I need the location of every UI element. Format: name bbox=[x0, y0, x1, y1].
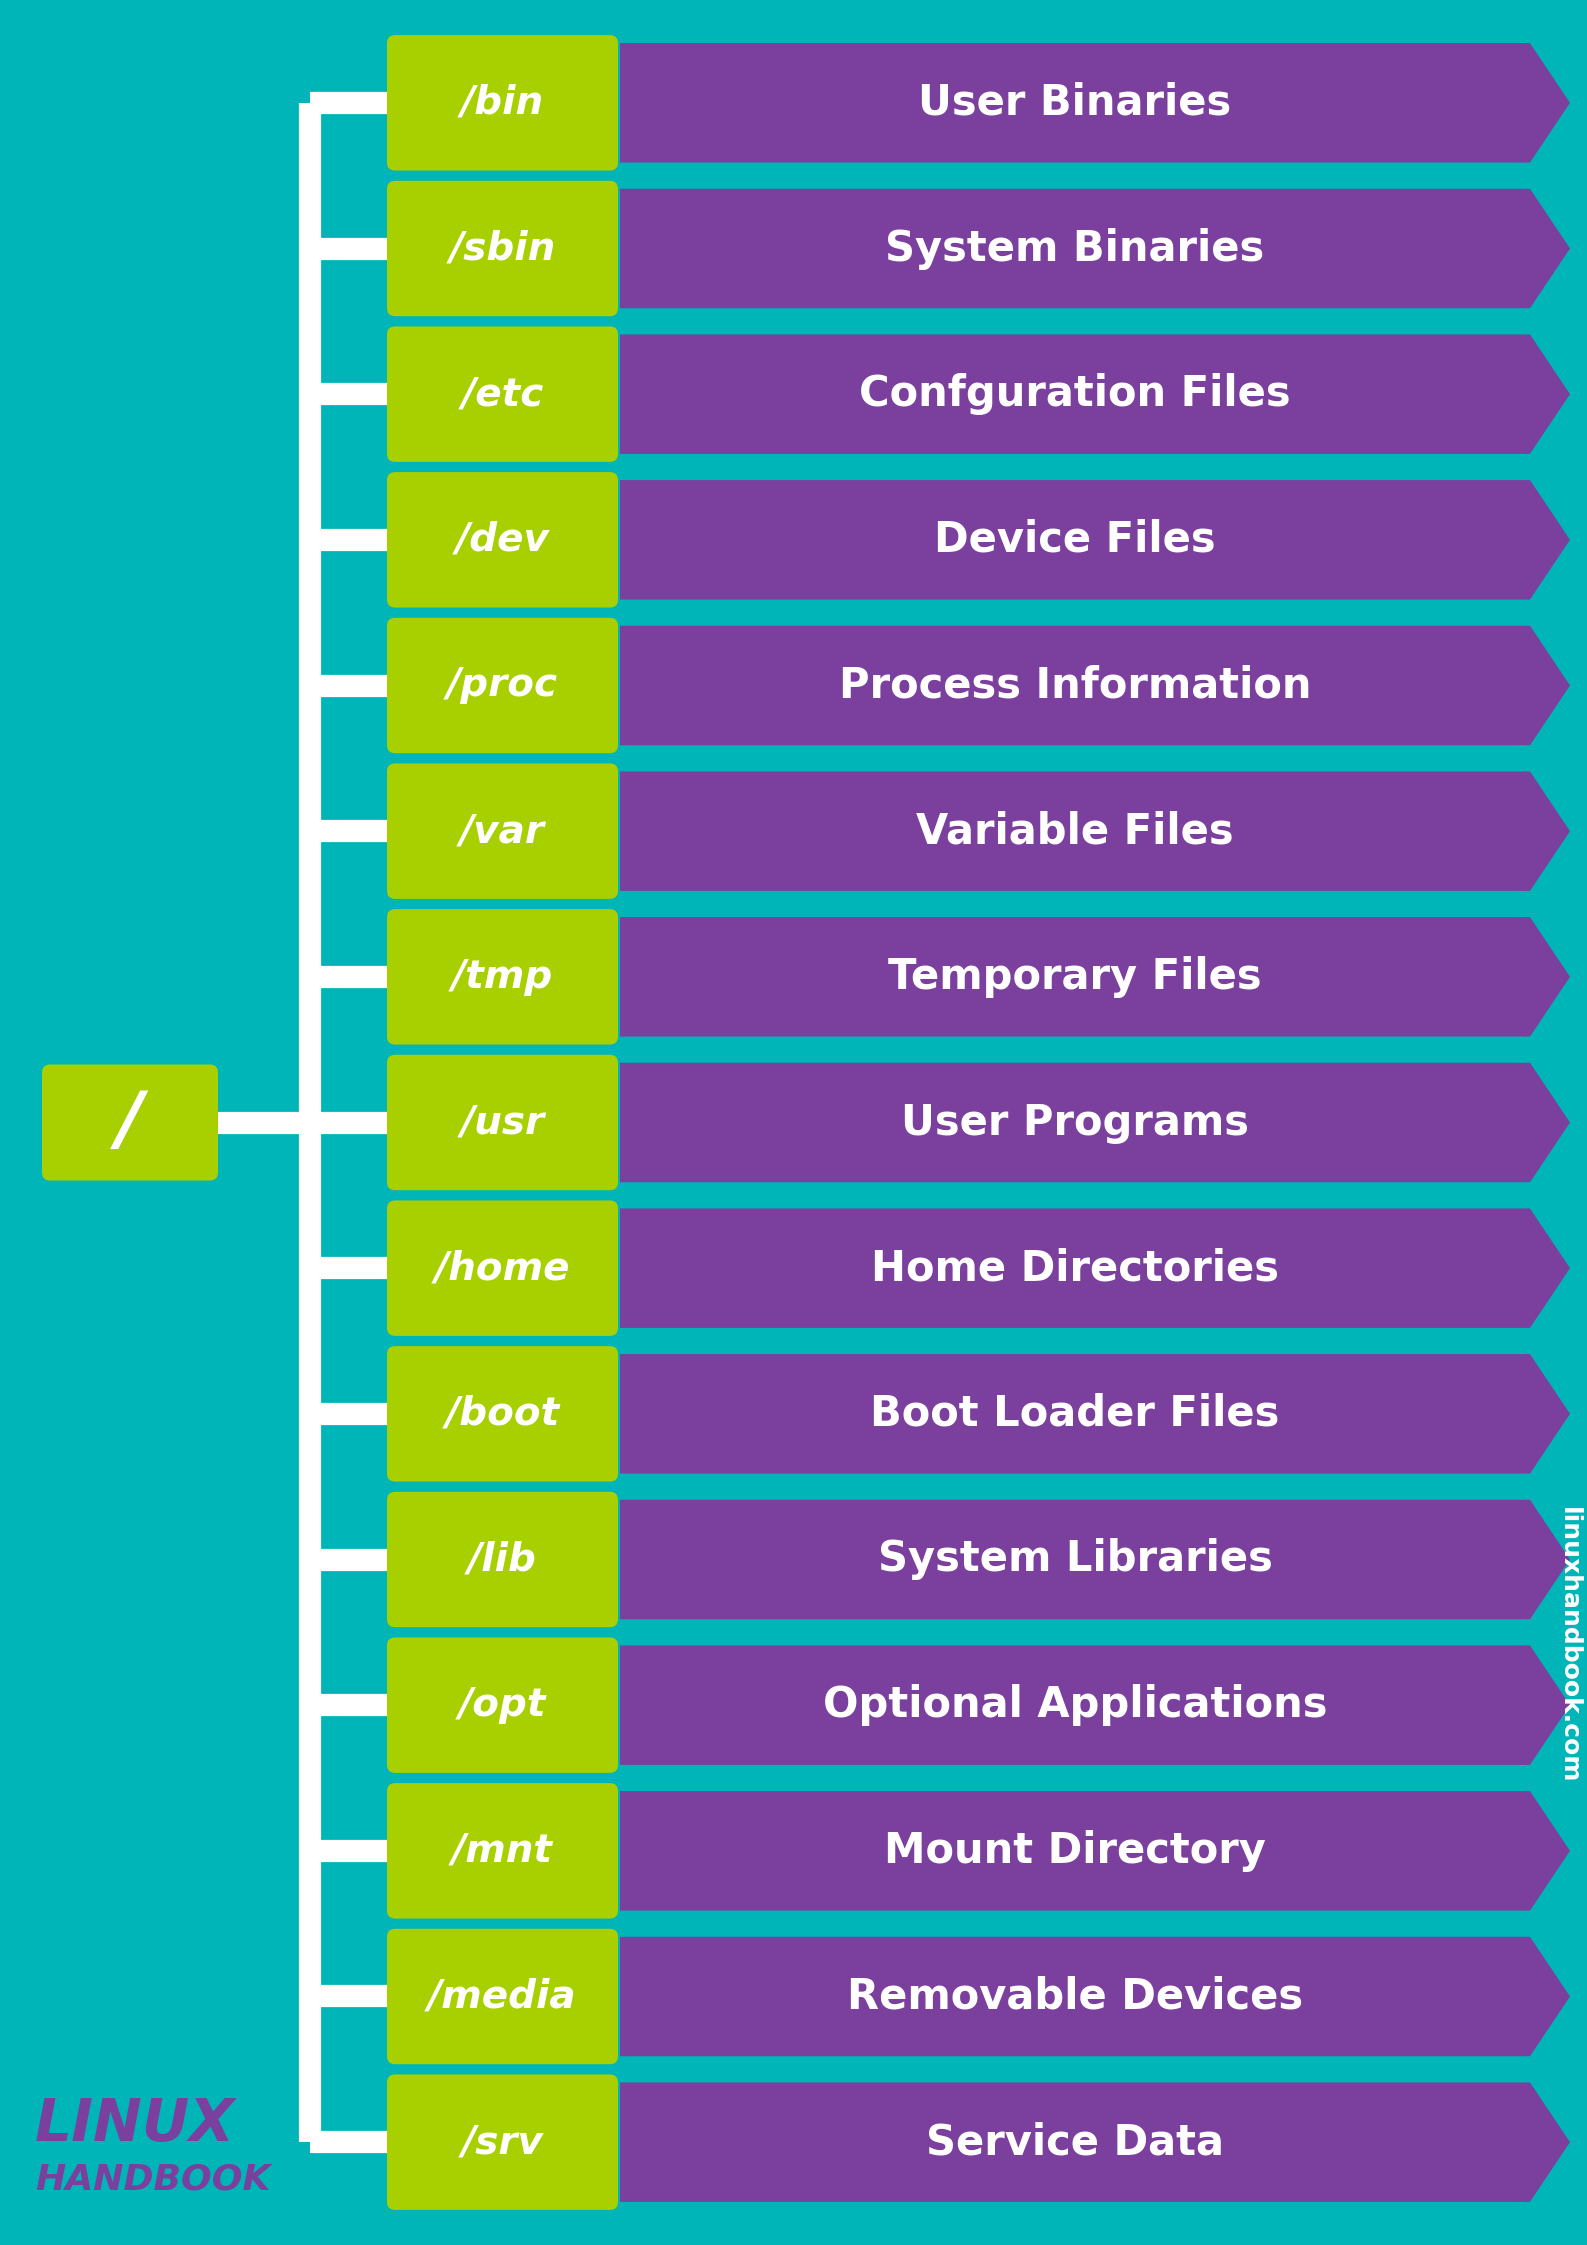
Polygon shape bbox=[621, 1354, 1570, 1473]
Text: Service Data: Service Data bbox=[925, 2122, 1224, 2164]
Text: System Libraries: System Libraries bbox=[878, 1538, 1273, 1580]
Text: /tmp: /tmp bbox=[452, 959, 554, 997]
Polygon shape bbox=[621, 1792, 1570, 1910]
FancyBboxPatch shape bbox=[387, 471, 617, 608]
Text: /etc: /etc bbox=[462, 375, 544, 413]
Text: LINUX: LINUX bbox=[35, 2097, 235, 2153]
FancyBboxPatch shape bbox=[387, 36, 617, 171]
Text: /opt: /opt bbox=[459, 1686, 546, 1724]
Text: Removable Devices: Removable Devices bbox=[847, 1976, 1303, 2018]
Polygon shape bbox=[621, 1208, 1570, 1327]
Text: /media: /media bbox=[428, 1978, 576, 2016]
Polygon shape bbox=[621, 1062, 1570, 1183]
FancyBboxPatch shape bbox=[387, 1928, 617, 2063]
Text: Temporary Files: Temporary Files bbox=[889, 956, 1262, 997]
Polygon shape bbox=[621, 626, 1570, 745]
Text: HANDBOOK: HANDBOOK bbox=[35, 2162, 270, 2198]
Polygon shape bbox=[621, 1937, 1570, 2056]
Polygon shape bbox=[621, 1646, 1570, 1765]
Polygon shape bbox=[621, 480, 1570, 599]
Text: /: / bbox=[117, 1089, 143, 1156]
FancyBboxPatch shape bbox=[387, 326, 617, 462]
FancyBboxPatch shape bbox=[387, 617, 617, 754]
Text: /mnt: /mnt bbox=[452, 1832, 552, 1870]
Text: /srv: /srv bbox=[462, 2124, 543, 2162]
Text: User Binaries: User Binaries bbox=[919, 81, 1232, 123]
Text: /var: /var bbox=[460, 813, 544, 851]
Text: /bin: /bin bbox=[460, 83, 544, 121]
Text: System Binaries: System Binaries bbox=[886, 227, 1265, 269]
Polygon shape bbox=[621, 772, 1570, 891]
Text: /boot: /boot bbox=[446, 1394, 560, 1432]
Text: /sbin: /sbin bbox=[449, 229, 555, 267]
Polygon shape bbox=[621, 1500, 1570, 1619]
Text: Device Files: Device Files bbox=[935, 519, 1216, 561]
FancyBboxPatch shape bbox=[41, 1064, 217, 1181]
FancyBboxPatch shape bbox=[387, 2074, 617, 2209]
Text: /lib: /lib bbox=[468, 1540, 536, 1578]
FancyBboxPatch shape bbox=[387, 1347, 617, 1482]
Text: Confguration Files: Confguration Files bbox=[859, 373, 1290, 415]
Text: Boot Loader Files: Boot Loader Files bbox=[870, 1392, 1279, 1435]
FancyBboxPatch shape bbox=[387, 182, 617, 317]
Polygon shape bbox=[621, 2083, 1570, 2202]
Text: Variable Files: Variable Files bbox=[916, 810, 1233, 853]
FancyBboxPatch shape bbox=[387, 1201, 617, 1336]
Polygon shape bbox=[621, 335, 1570, 453]
FancyBboxPatch shape bbox=[387, 1055, 617, 1190]
FancyBboxPatch shape bbox=[387, 1637, 617, 1774]
Text: /home: /home bbox=[435, 1248, 570, 1286]
Text: /dev: /dev bbox=[455, 521, 549, 559]
Text: /proc: /proc bbox=[448, 667, 559, 705]
FancyBboxPatch shape bbox=[387, 1491, 617, 1628]
Text: /usr: /usr bbox=[460, 1105, 544, 1140]
FancyBboxPatch shape bbox=[387, 1783, 617, 1919]
FancyBboxPatch shape bbox=[387, 763, 617, 898]
Polygon shape bbox=[621, 189, 1570, 308]
Text: Process Information: Process Information bbox=[840, 665, 1311, 707]
Polygon shape bbox=[621, 918, 1570, 1037]
Text: Optional Applications: Optional Applications bbox=[822, 1684, 1327, 1726]
Polygon shape bbox=[621, 43, 1570, 162]
Text: Home Directories: Home Directories bbox=[871, 1248, 1279, 1289]
FancyBboxPatch shape bbox=[387, 909, 617, 1044]
Text: Mount Directory: Mount Directory bbox=[884, 1830, 1266, 1872]
Text: linuxhandbook.com: linuxhandbook.com bbox=[1557, 1506, 1581, 1783]
Text: User Programs: User Programs bbox=[901, 1102, 1249, 1143]
